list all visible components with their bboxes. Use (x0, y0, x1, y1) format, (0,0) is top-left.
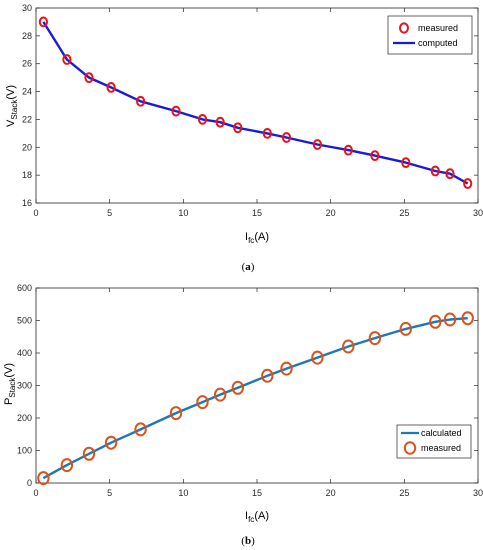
chart-a-ytick-label: 30 (22, 3, 32, 13)
chart-a-ytick-label: 24 (22, 87, 32, 97)
chart-a-xtick-label: 10 (178, 208, 188, 218)
chart-a-xtick-label: 15 (252, 208, 262, 218)
chart-b-xtick-label: 0 (33, 488, 38, 498)
chart-a-y-ticks: 16 18 20 22 24 26 28 30 (22, 3, 478, 208)
chart-b-point-measured (82, 446, 96, 461)
chart-b-xlabel: Ifc(A) (245, 510, 269, 524)
chart-a-point-measured (171, 105, 181, 117)
chart-a-caption: (a) (242, 261, 255, 273)
chart-a-legend-label-computed: computed (418, 38, 458, 48)
chart-b-x-ticks: 0 5 10 15 20 25 30 (33, 288, 483, 498)
chart-b-point-measured (429, 314, 442, 329)
chart-a-point-measured (136, 95, 146, 107)
chart-b-ytick-label: 600 (17, 283, 32, 293)
chart-a-point-measured (215, 116, 225, 128)
chart-a-xtick-label: 20 (326, 208, 336, 218)
chart-b-xtick-label: 20 (326, 488, 336, 498)
chart-b-xtick-label: 25 (399, 488, 409, 498)
chart-b: 0 100 200 300 400 500 600 0 5 10 15 20 25 30 calcula… (3, 283, 483, 547)
chart-b-ytick-label: 200 (17, 413, 32, 423)
chart-a-point-measured (233, 122, 243, 134)
chart-b-point-measured (196, 395, 209, 410)
chart-a-point-measured (84, 72, 94, 83)
chart-b-ytick-label: 0 (27, 478, 32, 488)
chart-b-legend-marker-measured (403, 441, 417, 455)
chart-a-legend-label-measured: measured (418, 23, 458, 33)
chart-a-ytick-label: 26 (22, 59, 32, 69)
chart-b-point-measured (399, 321, 412, 336)
chart-b-point-measured (280, 361, 293, 376)
chart-b-point-measured (461, 311, 474, 326)
chart-b-point-measured (368, 331, 382, 346)
chart-a: 16 18 20 22 24 26 28 30 0 5 10 15 20 25 30 measured c… (5, 3, 483, 273)
chart-a-point-measured (445, 168, 455, 180)
chart-b-legend: calculated measured (396, 424, 472, 459)
chart-b-ytick-label: 400 (17, 348, 32, 358)
chart-a-ytick-label: 20 (22, 142, 32, 152)
chart-a-legend-box (387, 15, 473, 55)
chart-b-point-measured (261, 368, 274, 383)
chart-a-point-measured (343, 144, 353, 156)
chart-a-series (38, 16, 473, 189)
chart-a-point-measured (312, 139, 322, 150)
chart-a-xtick-label: 25 (399, 208, 409, 218)
chart-b-xtick-label: 15 (252, 488, 262, 498)
chart-a-ytick-label: 28 (22, 31, 32, 41)
chart-a-point-measured (106, 82, 116, 93)
chart-b-point-measured (60, 458, 74, 473)
chart-b-point-measured (342, 339, 355, 354)
chart-b-point-measured (311, 350, 324, 365)
chart-b-ylabel: PStack(V) (3, 363, 17, 405)
chart-b-point-measured (169, 406, 183, 421)
chart-a-xtick-label: 5 (107, 208, 112, 218)
chart-b-point-measured (214, 387, 227, 402)
chart-a-xlabel: Ifc(A) (245, 231, 269, 245)
chart-b-ytick-label: 300 (17, 381, 32, 391)
chart-b-caption: (b) (241, 535, 255, 547)
chart-a-point-measured (197, 114, 208, 125)
chart-b-point-measured (37, 471, 50, 486)
chart-a-x-ticks: 0 5 10 15 20 25 30 (33, 8, 483, 218)
chart-a-point-measured (430, 165, 440, 177)
chart-a-ytick-label: 18 (22, 170, 32, 180)
chart-b-legend-label-calculated: calculated (421, 428, 462, 438)
chart-b-series (37, 311, 474, 486)
chart-b-point-measured (443, 312, 457, 327)
chart-a-point-measured (281, 132, 292, 143)
chart-a-point-measured (38, 16, 49, 28)
chart-a-legend: measured computed (387, 15, 473, 55)
chart-b-legend-label-measured: measured (421, 443, 461, 453)
chart-a-point-measured (62, 54, 72, 65)
chart-b-xtick-label: 10 (178, 488, 188, 498)
chart-a-point-measured (401, 157, 411, 169)
chart-a-ytick-label: 22 (22, 114, 32, 124)
chart-b-xtick-label: 30 (473, 488, 483, 498)
chart-b-y-ticks: 0 100 200 300 400 500 600 (17, 283, 478, 488)
chart-a-xtick-label: 0 (33, 208, 38, 218)
chart-b-xtick-label: 5 (107, 488, 112, 498)
chart-a-point-measured (370, 150, 380, 162)
chart-b-point-measured (104, 435, 118, 450)
chart-a-point-measured (463, 178, 473, 189)
chart-a-legend-marker-measured (399, 22, 409, 34)
chart-a-ylabel: VStack(V) (5, 85, 19, 127)
chart-a-xtick-label: 30 (473, 208, 483, 218)
chart-a-point-measured (262, 128, 272, 139)
chart-a-ytick-label: 16 (22, 198, 32, 208)
chart-b-ytick-label: 100 (17, 446, 32, 456)
chart-b-point-measured (134, 422, 147, 437)
chart-b-point-measured (231, 380, 245, 395)
chart-b-ytick-label: 500 (17, 316, 32, 326)
